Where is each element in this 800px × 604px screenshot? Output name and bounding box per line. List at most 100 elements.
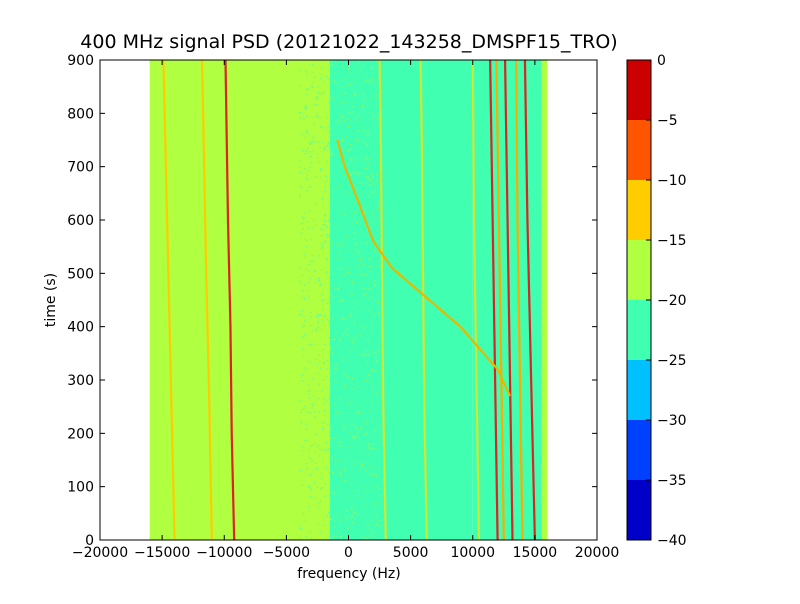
noise-dot [348,405,351,407]
noise-dot [309,495,312,497]
noise-dot [326,515,328,517]
noise-dot [358,173,360,175]
noise-dot [370,219,373,221]
noise-dot [339,473,342,476]
noise-dot [339,113,341,116]
noise-dot [321,390,324,392]
noise-dot [316,363,318,365]
noise-dot [319,177,322,179]
noise-dot [327,179,329,181]
noise-dot [362,104,364,106]
noise-dot [334,131,337,133]
noise-dot [363,328,365,331]
noise-dot [322,229,324,231]
noise-dot [301,421,303,423]
noise-dot [338,267,340,270]
noise-dot [372,78,374,80]
noise-dot [351,281,354,284]
noise-dot [310,489,312,491]
noise-dot [331,64,334,66]
noise-dot [344,92,346,94]
noise-dot [305,469,308,471]
noise-dot [329,368,331,370]
noise-dot [347,376,349,378]
noise-dot [340,411,342,413]
colorbar-tick-label: −10 [657,173,687,189]
noise-dot [319,147,321,149]
noise-dot [379,525,381,527]
noise-dot [310,277,312,279]
noise-dot [310,155,312,157]
noise-dot [354,80,356,82]
noise-dot [299,171,301,174]
x-axis-label: frequency (Hz) [297,566,400,582]
noise-dot [374,189,376,191]
noise-dot [346,515,348,517]
noise-dot [330,100,332,102]
noise-dot [317,326,319,328]
noise-dot [378,313,380,315]
noise-dot [352,435,355,437]
noise-dot [327,142,330,144]
noise-dot [303,153,306,155]
noise-dot [303,297,306,300]
noise-dot [308,344,311,346]
noise-dot [320,329,322,331]
noise-dot [333,72,335,74]
noise-dot [320,487,322,489]
noise-dot [332,472,334,474]
noise-dot [347,445,349,447]
noise-dot [357,514,359,516]
noise-dot [343,332,345,335]
noise-dot [371,448,373,450]
noise-dot [363,201,365,203]
noise-dot [346,162,348,165]
noise-dot [363,273,365,276]
noise-dot [312,149,315,151]
noise-dot [306,189,308,192]
noise-dot [370,215,372,217]
noise-dot [325,176,327,178]
noise-dot [375,525,377,527]
noise-dot [356,381,358,383]
noise-dot [343,80,345,82]
noise-dot [308,263,310,265]
noise-dot [345,236,347,238]
noise-dot [316,103,318,106]
noise-dot [371,419,373,421]
noise-dot [329,134,331,136]
noise-dot [306,462,308,465]
noise-dot [343,267,345,269]
noise-dot [331,241,333,243]
noise-dot [363,444,365,446]
noise-dot [349,515,351,517]
noise-dot [337,441,339,443]
noise-dot [367,176,370,178]
noise-dot [340,204,342,206]
noise-dot [306,174,308,176]
noise-dot [328,100,330,102]
noise-dot [372,181,375,183]
noise-dot [334,520,336,522]
noise-dot [369,111,371,113]
noise-dot [363,130,365,132]
x-tick-label: 10000 [450,545,495,561]
noise-dot [361,465,363,468]
signal-trace-6 [489,59,499,541]
noise-dot [368,536,370,538]
noise-dot [319,455,321,457]
noise-dot [361,516,363,518]
noise-dot [339,213,341,215]
noise-dot [342,375,344,377]
noise-dot [317,444,319,446]
noise-dot [363,97,365,100]
noise-dot [314,482,316,484]
noise-dot [364,418,366,421]
colorbar-tick-label: −35 [657,473,687,489]
noise-dot [312,72,315,74]
noise-dot [337,209,339,211]
noise-dot [366,379,368,382]
noise-dot [330,537,332,539]
noise-dot [323,363,325,365]
noise-dot [350,174,352,176]
